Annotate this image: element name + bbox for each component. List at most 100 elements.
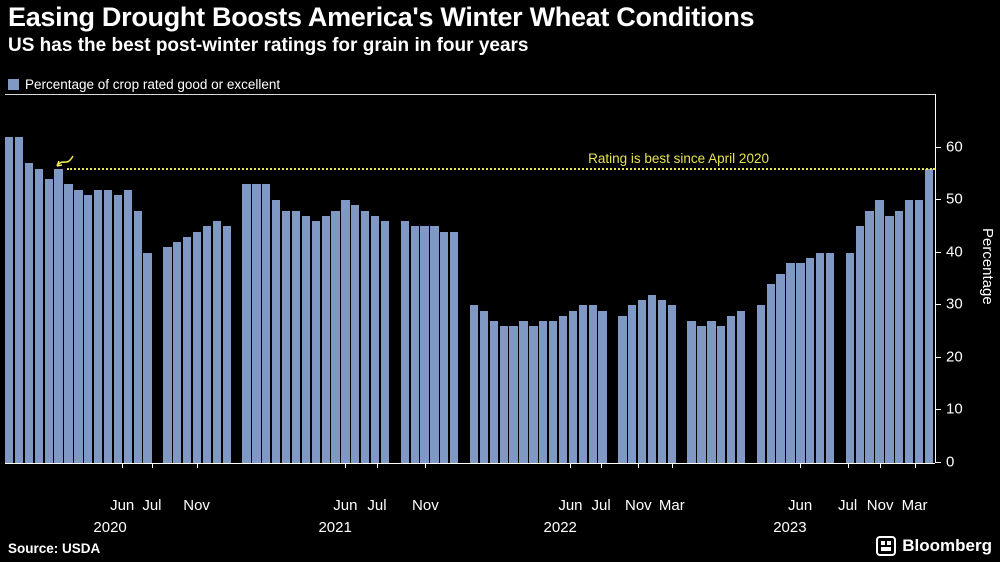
y-tick-mark [935,409,941,411]
bar [855,226,864,463]
x-tick-mark [847,463,849,468]
x-tick-mark [345,463,347,468]
bar [479,310,489,463]
bar [776,273,785,463]
bar [361,210,370,463]
bar [736,310,746,463]
x-month-label: Jun [333,497,358,514]
bar [786,263,795,463]
bar [489,321,498,463]
x-month-label: Nov [412,497,439,514]
bar [667,305,676,463]
bar [717,326,726,463]
y-tick-label: 10 [946,400,963,418]
bar [252,184,261,463]
x-month-label: Nov [624,497,652,514]
x-month-label: Nov [866,497,894,514]
bar [450,231,459,463]
bar [94,189,103,463]
page-subtitle: US has the best post-winter ratings for … [8,35,529,56]
x-tick-mark [570,463,572,468]
x-year-label: 2021 [318,519,352,536]
bar [519,321,528,463]
bar [558,315,568,463]
bar [816,252,825,463]
bar [796,263,805,463]
brand-name: Bloomberg [902,536,992,555]
bar [539,321,548,463]
bar [351,205,360,463]
bar [242,184,251,463]
bar [657,300,667,463]
x-tick-mark [151,463,153,468]
bar [905,200,914,463]
annotation-text: Rating is best since April 2020 [588,150,769,166]
bar [568,310,578,463]
bar [588,305,597,463]
x-month-label: Jul [837,497,858,514]
bar [766,284,775,463]
x-axis-month-labels: Jun Jul Nov Jun Jul Nov Jun Jul Nov Mar Jun Jul Nov M… [5,497,935,515]
bar [370,215,380,463]
legend-label: Percentage of crop rated good or excelle… [25,77,281,92]
bar [64,184,73,463]
x-tick-mark [880,463,882,468]
y-tick-label: 60 [946,138,963,156]
bar [529,326,538,463]
y-tick-label: 0 [946,453,955,471]
annotation-arrow-icon [53,153,75,178]
bar [865,210,874,463]
bar [638,300,647,463]
bar [756,305,765,463]
bar [895,210,904,463]
bar [647,294,657,463]
bar [281,210,291,463]
bar [509,326,518,463]
bar [34,168,43,463]
bar [697,326,706,463]
y-tick-mark [935,251,941,253]
bar [291,210,301,463]
y-tick-mark [935,462,941,463]
bar [687,321,696,463]
y-tick-mark [935,356,941,358]
x-tick-mark [377,463,378,468]
brand-logo: Bloomberg [876,536,992,556]
bar [410,226,419,463]
bar [914,200,924,463]
bar [321,215,330,463]
x-month-label: Jul [367,497,387,514]
bar [103,189,113,463]
bar [133,210,142,463]
bar [212,221,221,463]
bar [301,215,311,463]
source-note: Source: USDA [8,541,101,556]
legend: Percentage of crop rated good or excelle… [8,77,280,92]
legend-swatch-icon [8,79,19,90]
bar [262,184,271,463]
bar [924,168,934,463]
plot-area: Rating is best since April 2020 [5,94,935,464]
x-month-label: Jul [142,497,162,514]
bar [74,189,83,463]
x-tick-mark [914,463,916,468]
x-month-label: Jun [558,497,583,514]
bar [113,194,123,463]
x-month-label: Mar [901,497,928,514]
x-tick-mark [425,463,427,468]
bar [628,305,637,463]
bar [143,252,152,463]
bar [430,226,439,463]
y-axis-line [935,94,936,463]
bar [845,252,854,463]
bar [192,231,202,463]
bar [469,305,479,463]
reference-line [67,167,935,170]
bar [499,326,508,463]
x-tick-mark [122,463,124,468]
bar [331,210,340,463]
bar [222,226,231,463]
x-year-label: 2020 [93,519,127,536]
bar [806,257,815,463]
bar [163,247,172,463]
